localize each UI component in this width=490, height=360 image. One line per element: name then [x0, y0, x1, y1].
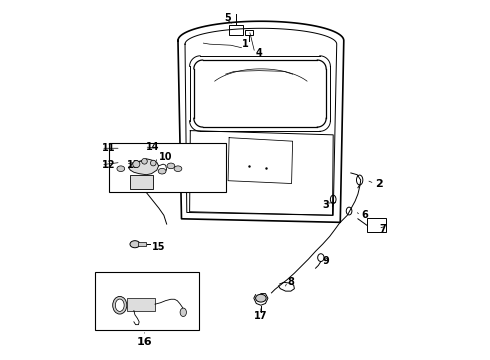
Ellipse shape	[357, 175, 363, 185]
Bar	[109, 143, 225, 192]
Bar	[367, 218, 386, 232]
Bar	[139, 242, 146, 246]
Ellipse shape	[113, 296, 127, 314]
Text: 16: 16	[137, 337, 152, 347]
Text: 9: 9	[322, 256, 329, 266]
Ellipse shape	[346, 207, 352, 215]
Text: 5: 5	[224, 13, 231, 23]
Bar	[157, 143, 175, 153]
Ellipse shape	[115, 299, 124, 311]
Ellipse shape	[318, 254, 324, 261]
Text: 1: 1	[242, 40, 248, 49]
Ellipse shape	[130, 241, 140, 248]
Text: 6: 6	[362, 210, 368, 220]
Circle shape	[150, 160, 156, 166]
Text: 11: 11	[102, 143, 116, 153]
Circle shape	[147, 155, 156, 165]
Bar	[130, 175, 153, 189]
Text: 15: 15	[151, 242, 165, 252]
Ellipse shape	[158, 168, 166, 174]
Bar	[229, 25, 243, 35]
Circle shape	[133, 161, 140, 168]
Ellipse shape	[180, 308, 186, 316]
Text: 17: 17	[254, 311, 268, 321]
Text: 10: 10	[159, 152, 172, 162]
Ellipse shape	[174, 166, 182, 171]
Text: 14: 14	[146, 142, 159, 152]
Text: 12: 12	[102, 160, 116, 170]
Text: 4: 4	[256, 48, 262, 58]
Text: 7: 7	[379, 224, 386, 234]
Bar	[95, 272, 199, 330]
Text: 8: 8	[287, 277, 294, 287]
Polygon shape	[128, 159, 159, 175]
Text: 2: 2	[375, 179, 383, 189]
Text: 3: 3	[322, 200, 329, 210]
Circle shape	[142, 158, 147, 164]
Ellipse shape	[117, 166, 124, 171]
Ellipse shape	[330, 195, 336, 204]
Ellipse shape	[256, 294, 266, 302]
Ellipse shape	[167, 163, 175, 169]
Text: 13: 13	[127, 160, 140, 170]
Bar	[245, 30, 253, 35]
Bar	[127, 298, 155, 311]
